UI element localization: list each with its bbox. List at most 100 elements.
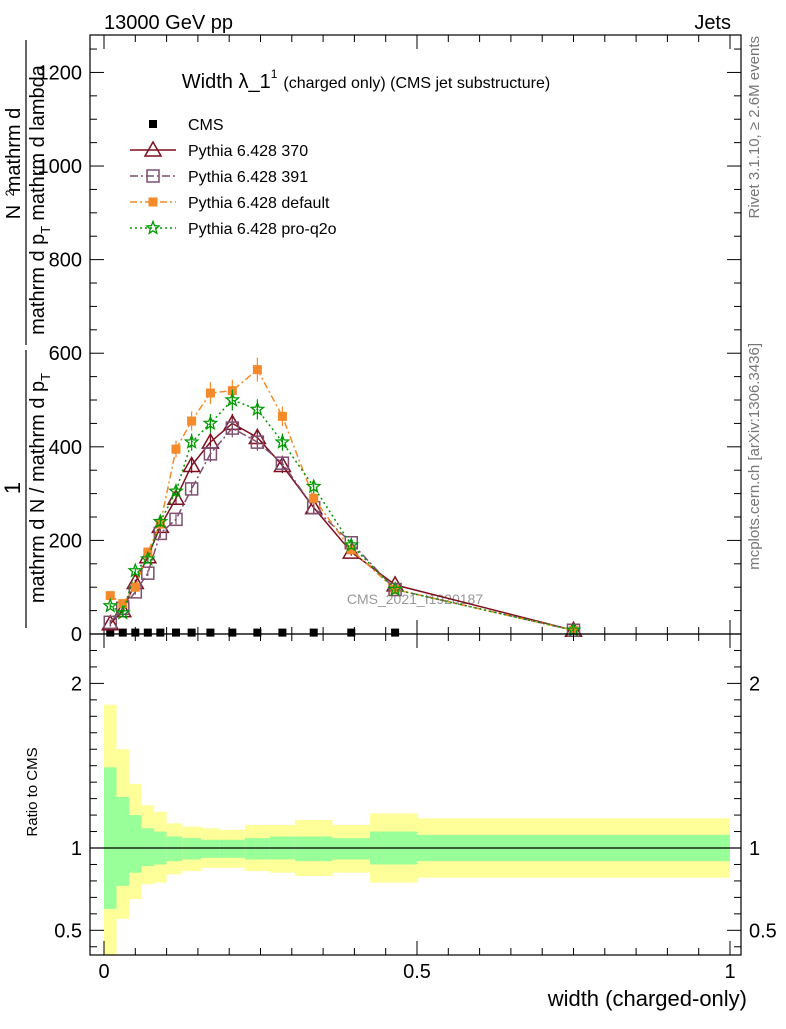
- ratio-y-tick-label-right: 2: [749, 673, 760, 695]
- series-cms: [106, 628, 400, 637]
- series-marker: [273, 456, 292, 473]
- series-marker: [102, 597, 119, 613]
- series-marker: [169, 512, 183, 527]
- y-label-denom-b-sub: T: [38, 226, 53, 234]
- series-marker: [171, 444, 181, 454]
- y-tick-label: 0: [71, 624, 82, 646]
- ratio-inner-band: [166, 836, 183, 862]
- series-pythia-6-428-391: [103, 418, 581, 638]
- series-marker: [224, 391, 241, 407]
- series-marker: [183, 433, 200, 449]
- watermark: CMS_2021_I1920187: [347, 591, 483, 607]
- mcplots-label: mcplots.cern.ch [arXiv:1306.3436]: [746, 343, 763, 570]
- ratio-inner-band: [182, 838, 202, 860]
- series-marker: [228, 628, 237, 637]
- y-tick-label: 800: [49, 250, 82, 272]
- series-marker: [131, 628, 140, 637]
- ratio-inner-band: [332, 838, 371, 860]
- series-marker: [105, 591, 115, 601]
- y-label-denom-2: mathrm d pTmathrm d lambda: [27, 64, 53, 335]
- series-pythia-6-428-pro-q2o: [102, 389, 582, 637]
- y-tick-label: 1200: [38, 62, 83, 84]
- ratio-y-label: Ratio to CMS: [24, 747, 41, 836]
- ratio-inner-band: [116, 796, 130, 886]
- main-plot-area: CMS_2021_I1920187 0 200 400 600 800 1000 1200: [38, 34, 742, 646]
- series-marker: [309, 493, 319, 503]
- series-marker: [113, 601, 133, 618]
- series-marker: [205, 388, 215, 398]
- x-tick-label: 0: [98, 961, 109, 983]
- series-marker: [139, 550, 156, 566]
- ratio-y-tick-label: 2: [71, 673, 82, 695]
- series-line: [109, 427, 574, 632]
- series-marker: [127, 562, 144, 578]
- series-marker: [305, 478, 322, 494]
- y-tick-label: 600: [49, 343, 82, 365]
- ratio-y-tick-label: 0.5: [54, 920, 82, 942]
- series-marker: [143, 628, 152, 637]
- series-marker: [206, 628, 215, 637]
- series-marker: [343, 536, 360, 552]
- ratio-plot-area: 0.5 0.5 1 1 2 2 0 0.5 1: [54, 633, 777, 983]
- legend: CMS Pythia 6.428 370 Pythia 6.428 391 Pythi…: [130, 117, 337, 238]
- y-tick-label: 400: [49, 437, 82, 459]
- series-marker: [145, 219, 161, 235]
- series-marker: [118, 628, 127, 637]
- ratio-inner-band: [219, 839, 245, 858]
- series-marker: [309, 628, 318, 637]
- series-marker: [106, 628, 115, 637]
- series-line: [109, 368, 574, 632]
- chart-title-main: Width λ_1: [182, 71, 271, 93]
- series-marker: [202, 415, 219, 431]
- series-marker: [253, 628, 262, 637]
- series-marker: [187, 628, 196, 637]
- legend-label: Pythia 6.428 default: [188, 195, 330, 212]
- series-marker: [346, 545, 356, 555]
- y-tick-label: 1000: [38, 156, 83, 178]
- series-marker: [184, 482, 199, 496]
- y-label-numer-b-sup: 2: [3, 189, 17, 196]
- series-marker: [152, 513, 169, 529]
- series-line: [109, 399, 574, 632]
- series-marker: [203, 447, 218, 461]
- chart-title-sup: 1: [271, 67, 278, 81]
- legend-label: CMS: [188, 117, 224, 134]
- series-marker: [249, 401, 266, 417]
- series-marker: [182, 456, 201, 473]
- series-marker: [114, 604, 131, 620]
- series-marker: [148, 197, 158, 207]
- ratio-inner-band: [201, 839, 220, 858]
- series-marker: [274, 433, 291, 449]
- y-label-denom-c: mathrm d lambda: [27, 64, 49, 220]
- x-tick-label: 0.5: [403, 961, 431, 983]
- y-tick-label: 200: [49, 530, 82, 552]
- series-marker: [225, 421, 240, 435]
- ratio-y-tick-label-right: 1: [749, 838, 760, 860]
- rivet-label: Rivet 3.1.10, ≥ 2.6M events: [746, 36, 763, 219]
- ratio-inner-band: [244, 838, 270, 860]
- series-marker: [130, 582, 140, 592]
- series-marker: [391, 628, 400, 637]
- series-marker: [100, 614, 120, 631]
- chart-title-rest: (charged only) (CMS jet substructure): [283, 75, 550, 92]
- ratio-y-tick-label-right: 0.5: [749, 920, 777, 942]
- series-marker: [168, 483, 184, 498]
- series-marker: [149, 120, 157, 128]
- y-label-numer-b: mathrm d: [3, 108, 25, 192]
- series-marker: [565, 621, 582, 637]
- series-marker: [143, 140, 163, 157]
- ratio-inner-band: [141, 828, 155, 867]
- series-marker: [118, 599, 128, 609]
- series-marker: [146, 169, 160, 183]
- ratio-inner-band: [294, 836, 333, 862]
- chart-title: Width λ_11 (charged only) (CMS jet substr…: [182, 67, 550, 93]
- ratio-inner-band: [129, 815, 142, 873]
- legend-label: Pythia 6.428 391: [188, 169, 308, 186]
- x-axis-label: width (charged-only): [547, 986, 747, 1011]
- series-marker: [141, 566, 155, 580]
- x-tick-label: 1: [724, 961, 735, 983]
- series-marker: [252, 365, 262, 375]
- legend-label: Pythia 6.428 370: [188, 143, 308, 160]
- series-marker: [347, 628, 356, 637]
